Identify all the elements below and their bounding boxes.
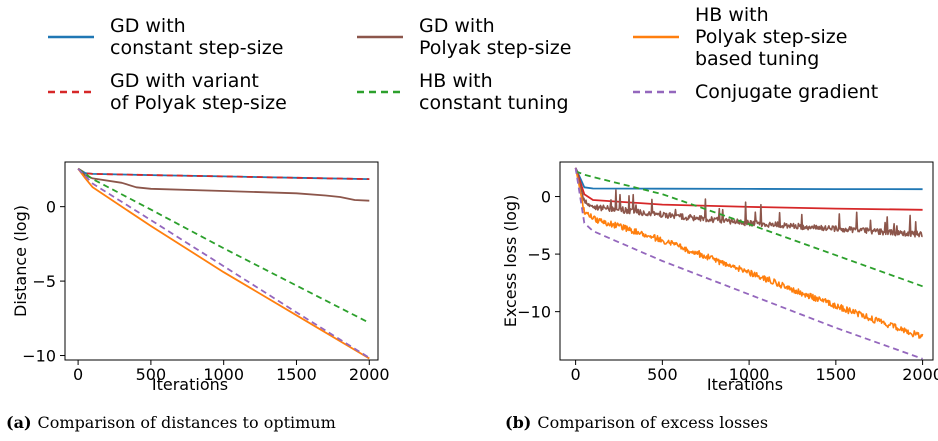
legend-label: GD with variant of Polyak step-size <box>110 70 287 114</box>
x-tick-label: 2000 <box>902 365 938 384</box>
legend-label-line: GD with <box>419 15 495 37</box>
x-axis-label-b: Iterations <box>707 375 783 394</box>
y-tick-label: −10 <box>22 347 56 366</box>
axis-ticks-b: 0 500 1000 1500 2000 0 −5 −10 <box>517 188 938 384</box>
series-line <box>575 170 923 288</box>
y-axis-label-a: Distance (log) <box>11 205 30 317</box>
x-tick-label: 1500 <box>276 365 317 384</box>
legend-label: GD with constant step-size <box>110 15 283 59</box>
series-line <box>574 167 923 191</box>
legend-label-line: GD with <box>110 15 186 37</box>
series-lines-b <box>574 167 924 360</box>
series-line <box>77 168 370 359</box>
x-tick-label: 500 <box>647 365 678 384</box>
legend-label-line: HB with <box>419 70 493 92</box>
caption-b-text: Comparison of excess losses <box>537 413 768 432</box>
y-axis-label-b: Excess loss (log) <box>501 195 520 328</box>
x-tick-label: 500 <box>136 365 167 384</box>
legend-label-line: Polyak step-size <box>419 37 571 59</box>
x-tick-label: 1000 <box>203 365 244 384</box>
x-tick-label: 1000 <box>729 365 770 384</box>
plot-frame-a <box>64 161 379 361</box>
plot-frame-b <box>559 161 934 361</box>
series-line <box>574 167 923 360</box>
series-line <box>574 167 924 339</box>
y-tick-label: 0 <box>46 198 56 217</box>
legend-label: Conjugate gradient <box>695 81 878 103</box>
x-axis-label-a: Iterations <box>152 375 228 394</box>
series-line <box>77 167 370 180</box>
series-line <box>574 167 923 211</box>
x-tick-label: 0 <box>73 365 83 384</box>
legend-label: HB with Polyak step-size based tuning <box>695 4 847 70</box>
legend-label-line: HB with <box>695 4 769 26</box>
series-lines-a <box>77 167 370 360</box>
legend-label-line: of Polyak step-size <box>110 92 287 114</box>
series-line <box>77 167 370 324</box>
y-tick-label: −10 <box>517 303 551 322</box>
legend-label: HB with constant tuning <box>419 70 569 114</box>
y-tick-label: 0 <box>541 188 551 207</box>
caption-a-text: Comparison of distances to optimum <box>38 413 336 432</box>
legend-label-line: constant tuning <box>419 92 569 114</box>
legend-label-line: based tuning <box>695 48 819 70</box>
caption-a-tag: (a) <box>6 413 32 432</box>
legend-label-line: Conjugate gradient <box>695 81 878 103</box>
legend-label-line: constant step-size <box>110 37 283 59</box>
x-tick-label: 2000 <box>349 365 390 384</box>
y-tick-label: −5 <box>32 272 56 291</box>
x-tick-label: 0 <box>571 365 581 384</box>
chart-panel-b: 0 500 1000 1500 2000 0 −5 −10 Iterations Excess… <box>501 161 938 394</box>
series-line <box>77 168 370 202</box>
series-line <box>77 168 370 360</box>
axis-ticks-a: 0 500 1000 1500 2000 0 −5 −10 <box>22 198 389 384</box>
caption-b-tag: (b) <box>505 413 531 432</box>
caption-a: (a) Comparison of distances to optimum <box>6 413 336 432</box>
x-tick-label: 1500 <box>815 365 856 384</box>
legend-label-line: Polyak step-size <box>695 26 847 48</box>
legend-label-line: GD with variant <box>110 70 259 92</box>
chart-panel-a: 0 500 1000 1500 2000 0 −5 −10 Iterations Distan… <box>11 161 390 394</box>
legend-label: GD with Polyak step-size <box>419 15 571 59</box>
caption-b: (b) Comparison of excess losses <box>505 413 768 432</box>
y-tick-label: −5 <box>527 245 551 264</box>
